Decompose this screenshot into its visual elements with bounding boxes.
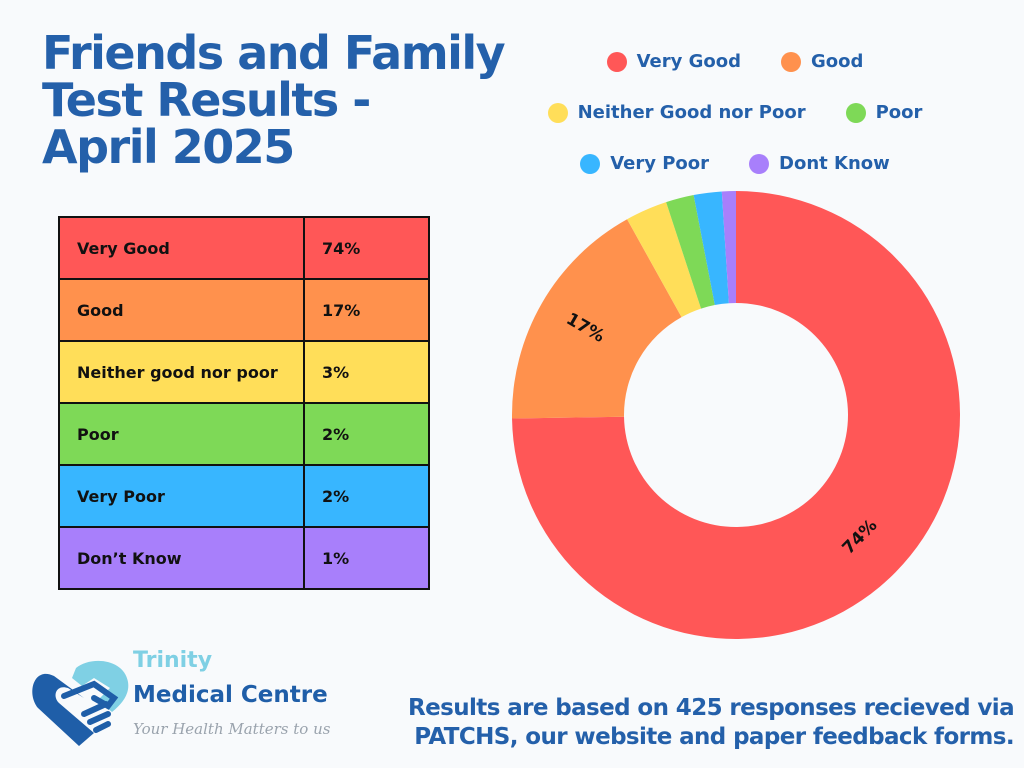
footer-note: Results are based on 425 responses recie… — [364, 694, 1015, 752]
donut-slice-very-poor — [693, 191, 729, 306]
legend-dot-icon — [749, 153, 770, 174]
donut-slice-good — [512, 219, 682, 419]
donut-slice-neither-good-nor-poor — [627, 202, 702, 318]
logo-tagline: Your Health Matters to us — [133, 720, 331, 738]
legend-item-very-poor: Very Poor — [580, 153, 709, 174]
table-row: Good 17% — [58, 278, 430, 342]
table-row: Neither good nor poor 3% — [58, 340, 430, 404]
donut-slice-very-good — [512, 191, 961, 640]
legend-item-poor: Poor — [845, 102, 923, 123]
legend-item-very-good: Very Good — [606, 51, 742, 72]
row-value: 2% — [303, 464, 430, 528]
logo-heart-left-icon — [32, 673, 94, 746]
legend-label: Very Poor — [610, 153, 710, 174]
title-line-3: April 2025 — [42, 120, 295, 174]
legend-label: Good — [811, 51, 864, 72]
row-value: 1% — [303, 526, 430, 590]
legend-item-neither: Neither Good nor Poor — [547, 102, 806, 123]
chart-legend: Very Good Good Neither Good nor Poor Poo… — [540, 36, 930, 189]
logo-hand-icon — [61, 680, 119, 733]
title-line-1: Friends and Family — [42, 26, 506, 80]
donut-slice-poor — [666, 195, 715, 309]
footer-line-2: PATCHS, our website and paper feedback f… — [414, 724, 1014, 750]
legend-dot-icon — [781, 51, 802, 72]
legend-dot-icon — [845, 102, 866, 123]
row-value: 2% — [303, 402, 430, 466]
row-label: Don’t Know — [58, 526, 305, 590]
legend-label: Poor — [875, 102, 923, 123]
legend-label: Neither Good nor Poor — [577, 102, 806, 123]
logo-name-line-1: Trinity — [133, 648, 213, 673]
row-value: 3% — [303, 340, 430, 404]
legend-item-dont-know: Dont Know — [749, 153, 890, 174]
legend-dot-icon — [606, 51, 627, 72]
row-value: 74% — [303, 216, 430, 280]
row-label: Very Poor — [58, 464, 305, 528]
row-label: Very Good — [58, 216, 305, 280]
row-label: Neither good nor poor — [58, 340, 305, 404]
footer-line-1: Results are based on 425 responses recie… — [408, 695, 1015, 721]
table-row: Poor 2% — [58, 402, 430, 466]
row-label: Good — [58, 278, 305, 342]
logo-name-line-2: Medical Centre — [133, 682, 328, 708]
legend-dot-icon — [580, 153, 601, 174]
legend-item-good: Good — [781, 51, 863, 72]
legend-label: Very Good — [636, 51, 742, 72]
table-row: Very Poor 2% — [58, 464, 430, 528]
logo-handshake-heart-icon — [32, 660, 129, 746]
legend-label: Dont Know — [779, 153, 890, 174]
row-label: Poor — [58, 402, 305, 466]
table-row: Very Good 74% — [58, 216, 430, 280]
title-line-2: Test Results - — [42, 73, 371, 127]
page-title: Friends and Family Test Results - April … — [42, 26, 506, 174]
table-row: Don’t Know 1% — [58, 526, 430, 590]
donut-slice-dont-know — [721, 191, 736, 304]
row-value: 17% — [303, 278, 430, 342]
results-table: Very Good 74% Good 17% Neither good nor … — [58, 216, 430, 590]
legend-dot-icon — [547, 102, 568, 123]
